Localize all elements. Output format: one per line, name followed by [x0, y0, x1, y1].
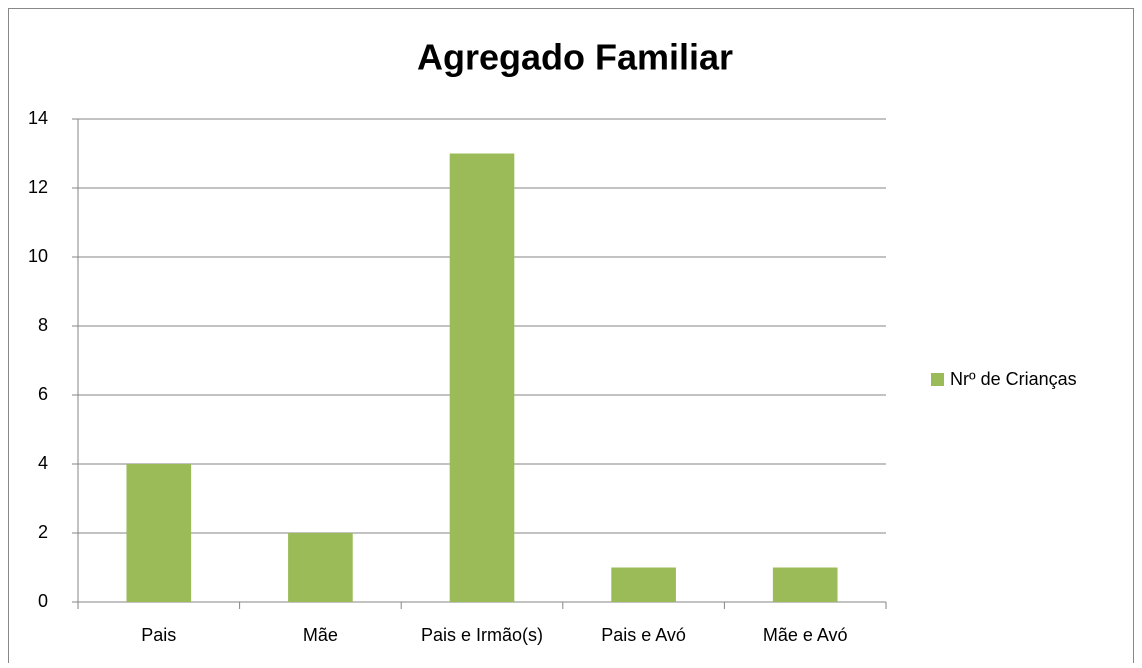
y-tick-label: 10: [28, 246, 48, 266]
bar: [126, 464, 192, 602]
x-tick-label: Pais e Avó: [601, 625, 686, 645]
y-tick-label: 4: [38, 453, 48, 473]
bar: [288, 533, 353, 602]
x-tick-label: Pais e Irmão(s): [421, 625, 543, 645]
y-tick-label: 6: [38, 384, 48, 404]
y-tick-label: 12: [28, 177, 48, 197]
legend-label: Nrº de Crianças: [950, 369, 1077, 389]
bar: [611, 567, 676, 602]
x-tick-label: Mãe e Avó: [763, 625, 848, 645]
y-tick-label: 14: [28, 108, 48, 128]
x-tick-label: Pais: [141, 625, 176, 645]
chart-frame: [8, 8, 1134, 668]
chart-title: Agregado Familiar: [417, 37, 733, 78]
y-tick-label: 0: [38, 591, 48, 611]
y-tick-label: 8: [38, 315, 48, 335]
bar: [772, 567, 838, 602]
legend-swatch: [931, 373, 944, 386]
x-tick-label: Mãe: [303, 625, 338, 645]
y-tick-label: 2: [38, 522, 48, 542]
bar: [449, 153, 515, 602]
